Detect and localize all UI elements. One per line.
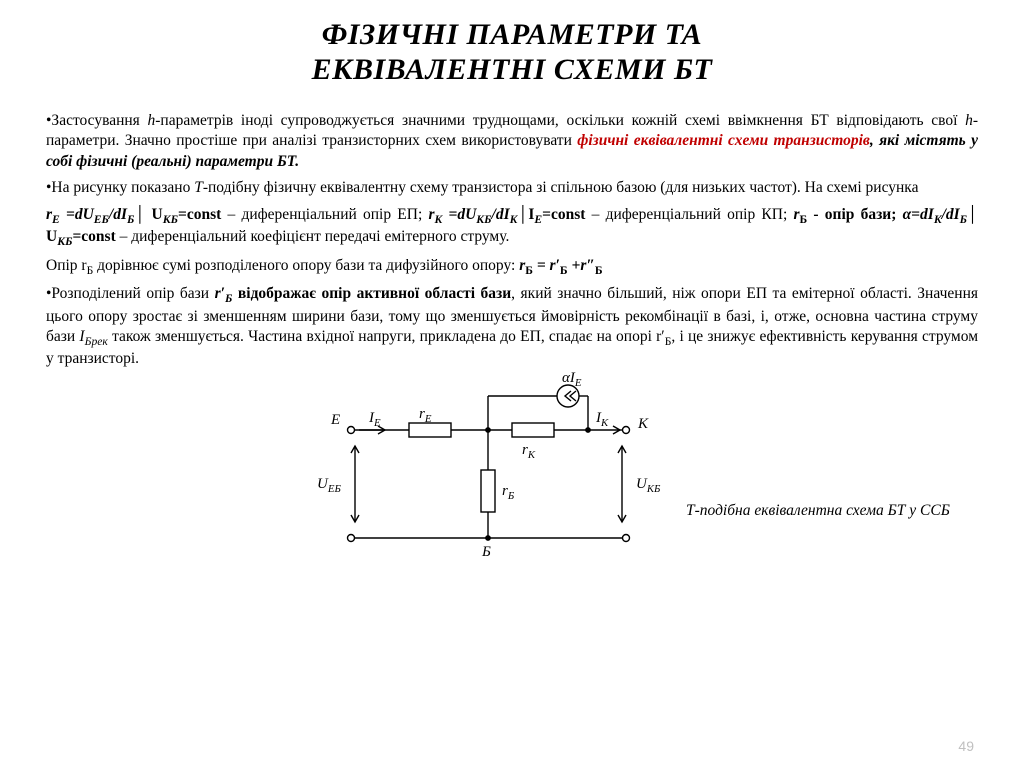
svg-text:rE: rE xyxy=(419,406,432,425)
definitions-line: rE =dUЕБ/dIБ│ UКБ=const – диференціальни… xyxy=(46,205,978,250)
svg-text:Е: Е xyxy=(330,412,340,428)
svg-text:rБ: rБ xyxy=(502,483,515,502)
paragraph-1: •Застосування h-параметрів іноді супрово… xyxy=(46,111,978,172)
page-title: ФІЗИЧНІ ПАРАМЕТРИ ТА ЕКВІВАЛЕНТНІ СХЕМИ … xyxy=(46,18,978,87)
svg-text:UЕБ: UЕБ xyxy=(317,476,341,495)
svg-text:UКБ: UКБ xyxy=(636,476,661,495)
svg-text:IE: IE xyxy=(368,410,381,429)
title-line2: ЕКВІВАЛЕНТНІ СХЕМИ БТ xyxy=(312,53,713,86)
circuit-diagram: ЕКIErErKIKαIErББUЕБUКБ Т-подібна еквівал… xyxy=(46,378,978,578)
svg-text:rK: rK xyxy=(522,442,536,461)
paragraph-4: Опір rБ дорівнює сумі розподіленого опор… xyxy=(46,256,978,278)
highlight-term: фізичні еквівалентні схеми транзисторів xyxy=(577,132,870,149)
diagram-caption: Т-подібна еквівалентна схема БТ у ССБ xyxy=(686,502,950,520)
paragraph-2: •На рисунку показано Т-подібну фізичну е… xyxy=(46,178,978,198)
title-line1: ФІЗИЧНІ ПАРАМЕТРИ ТА xyxy=(322,18,702,51)
page-number: 49 xyxy=(958,738,974,754)
paragraph-5: •Розподілений опір бази r′Б відображає о… xyxy=(46,284,978,370)
svg-text:IK: IK xyxy=(595,410,609,429)
svg-text:Б: Б xyxy=(481,544,491,560)
svg-text:К: К xyxy=(637,416,649,432)
